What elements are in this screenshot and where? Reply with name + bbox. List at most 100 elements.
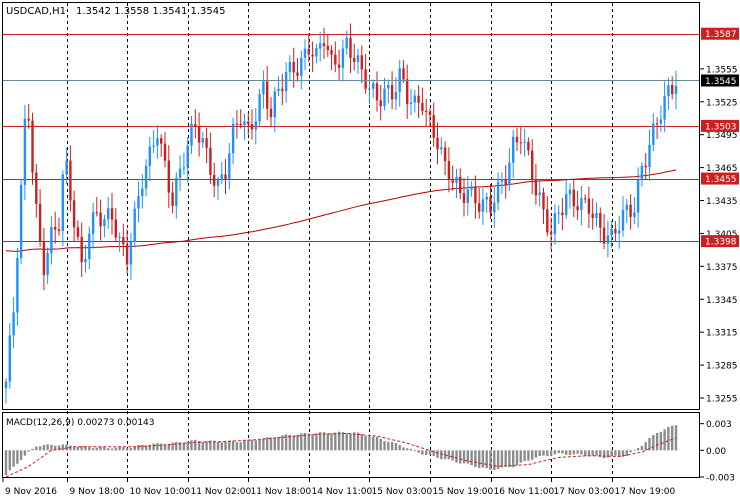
candlestick[interactable]: [519, 127, 522, 155]
candlestick[interactable]: [303, 39, 307, 71]
candlestick[interactable]: [618, 215, 621, 249]
candlestick[interactable]: [674, 70, 678, 110]
candlestick[interactable]: [436, 122, 439, 165]
candlestick[interactable]: [409, 88, 413, 115]
candlestick[interactable]: [269, 97, 273, 127]
candlestick[interactable]: [379, 85, 382, 121]
candlestick[interactable]: [277, 76, 280, 97]
candlestick[interactable]: [76, 220, 80, 241]
candlestick[interactable]: [568, 183, 572, 209]
candlestick[interactable]: [266, 66, 269, 120]
candlestick[interactable]: [493, 187, 496, 228]
candlestick[interactable]: [213, 162, 216, 198]
candlestick[interactable]: [110, 192, 114, 235]
candlestick[interactable]: [330, 45, 333, 70]
candlestick[interactable]: [156, 125, 159, 159]
candlestick[interactable]: [65, 147, 68, 185]
candlestick[interactable]: [254, 108, 257, 145]
candlestick[interactable]: [72, 190, 76, 242]
candlestick[interactable]: [606, 220, 610, 258]
candlestick[interactable]: [440, 137, 443, 155]
candlestick[interactable]: [406, 64, 409, 119]
candlestick[interactable]: [553, 204, 557, 245]
candlestick[interactable]: [205, 127, 208, 163]
candlestick[interactable]: [220, 162, 223, 185]
candlestick[interactable]: [216, 176, 220, 201]
candlestick[interactable]: [243, 113, 246, 140]
candlestick[interactable]: [462, 178, 466, 217]
candlestick[interactable]: [91, 203, 95, 249]
candlestick[interactable]: [326, 34, 329, 57]
candlestick[interactable]: [133, 201, 136, 248]
candlestick[interactable]: [129, 232, 133, 280]
candlestick[interactable]: [190, 116, 193, 154]
candlestick[interactable]: [621, 196, 625, 237]
candlestick[interactable]: [114, 208, 117, 243]
candlestick[interactable]: [167, 145, 170, 208]
candlestick[interactable]: [394, 77, 398, 110]
candlestick[interactable]: [584, 194, 587, 204]
candlestick[interactable]: [152, 130, 155, 154]
candlestick[interactable]: [88, 226, 91, 270]
candlestick[interactable]: [633, 197, 636, 225]
candlestick[interactable]: [38, 188, 42, 247]
candlestick[interactable]: [84, 244, 87, 273]
candlestick[interactable]: [500, 172, 504, 195]
candlestick[interactable]: [534, 163, 538, 205]
candlestick[interactable]: [57, 217, 61, 236]
candlestick[interactable]: [250, 109, 254, 140]
candlestick[interactable]: [474, 175, 477, 219]
candlestick[interactable]: [599, 207, 602, 243]
candlestick[interactable]: [42, 227, 46, 291]
candlestick[interactable]: [148, 136, 151, 182]
candlestick[interactable]: [432, 102, 435, 147]
candlestick[interactable]: [527, 137, 530, 156]
candlestick[interactable]: [546, 196, 549, 237]
candlestick[interactable]: [35, 164, 38, 218]
candlestick[interactable]: [557, 205, 560, 224]
candlestick[interactable]: [315, 43, 318, 64]
candlestick[interactable]: [614, 221, 617, 242]
candlestick[interactable]: [80, 222, 83, 277]
candlestick[interactable]: [390, 71, 394, 110]
candlestick[interactable]: [228, 143, 231, 190]
candlestick[interactable]: [455, 169, 458, 198]
candlestick[interactable]: [387, 79, 390, 104]
candlestick[interactable]: [655, 117, 659, 139]
candlestick[interactable]: [262, 70, 265, 109]
candlestick[interactable]: [194, 109, 197, 139]
candlestick[interactable]: [23, 104, 27, 201]
candlestick[interactable]: [175, 172, 178, 219]
candlestick[interactable]: [103, 214, 106, 238]
candlestick[interactable]: [4, 378, 8, 404]
candlestick[interactable]: [178, 155, 182, 192]
candlestick[interactable]: [273, 87, 276, 133]
candlestick[interactable]: [580, 185, 583, 226]
candlestick[interactable]: [353, 43, 356, 71]
candlestick[interactable]: [459, 168, 462, 200]
candlestick[interactable]: [413, 89, 416, 113]
candlestick[interactable]: [160, 134, 163, 157]
candlestick[interactable]: [663, 81, 666, 132]
candlestick[interactable]: [549, 217, 553, 250]
candlestick[interactable]: [144, 159, 148, 197]
candlestick[interactable]: [31, 112, 34, 185]
candlestick[interactable]: [19, 178, 23, 265]
candlestick[interactable]: [50, 216, 53, 265]
candlestick[interactable]: [451, 165, 454, 191]
candlestick[interactable]: [337, 49, 341, 81]
candlestick[interactable]: [667, 77, 670, 110]
candlestick[interactable]: [572, 179, 575, 218]
candlestick[interactable]: [496, 172, 500, 211]
candlestick[interactable]: [447, 147, 451, 193]
candlestick[interactable]: [107, 196, 110, 229]
candlestick[interactable]: [288, 55, 292, 81]
candlestick[interactable]: [209, 132, 212, 184]
candlestick[interactable]: [284, 62, 288, 103]
candlestick[interactable]: [565, 180, 568, 219]
candlestick[interactable]: [334, 41, 337, 73]
candlestick[interactable]: [383, 77, 386, 111]
candlestick[interactable]: [8, 323, 11, 389]
